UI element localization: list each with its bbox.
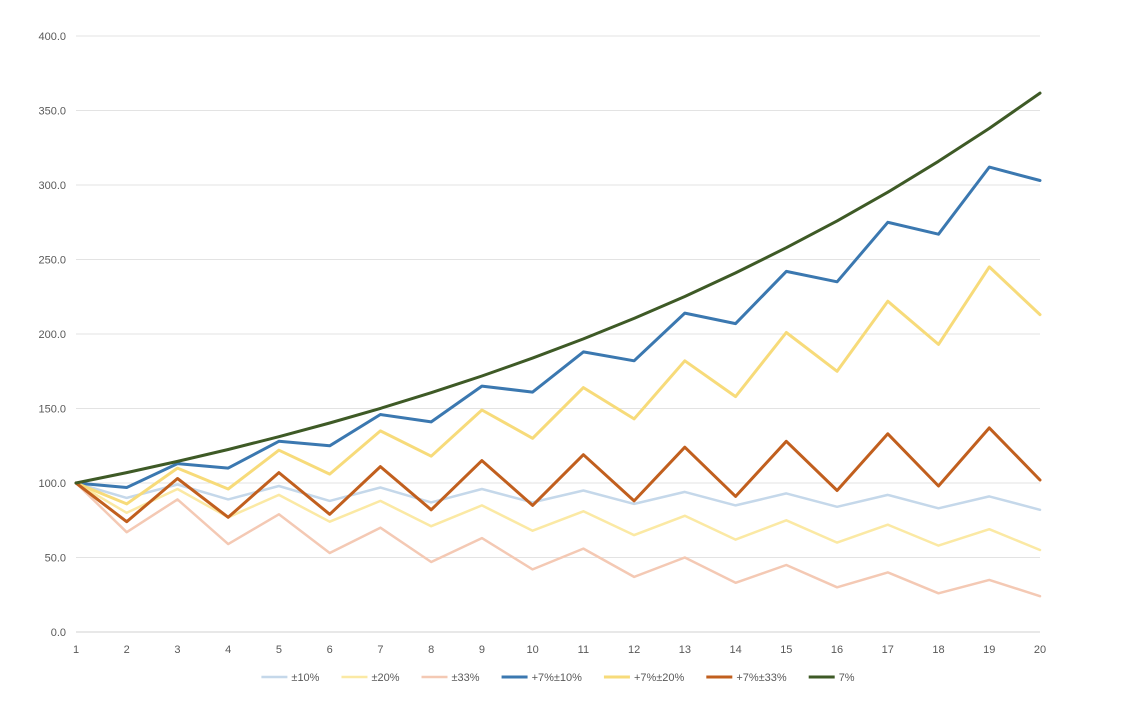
legend-item: +7%±33% (706, 672, 787, 684)
series-line-0 (74, 481, 1042, 512)
x-tick-label: 16 (831, 644, 843, 656)
y-tick-label: 250.0 (38, 255, 66, 267)
y-tick-label: 100.0 (38, 478, 66, 490)
legend-label: ±10% (291, 672, 319, 684)
x-tick-label: 3 (174, 644, 180, 656)
legend-item: ±33% (421, 672, 480, 684)
y-tick-label: 0.0 (51, 627, 66, 639)
y-tick-label: 150.0 (38, 404, 66, 416)
series-line-5 (74, 426, 1042, 524)
x-tick-label: 4 (225, 644, 231, 656)
legend-item: ±20% (341, 672, 400, 684)
series-line-3 (74, 165, 1042, 489)
x-tick-label: 10 (527, 644, 539, 656)
y-tick-label: 300.0 (38, 180, 66, 192)
y-tick-label: 200.0 (38, 329, 66, 341)
x-tick-label: 8 (428, 644, 434, 656)
legend-item: +7%±10% (501, 672, 583, 684)
x-tick-label: 15 (780, 644, 792, 656)
legend-label: 7% (839, 672, 855, 684)
x-axis-tick-labels: 1 2 3 4 5 6 7 8 9 10 11 12 13 14 15 16 17 18 19 20 (73, 644, 1046, 656)
x-tick-label: 18 (932, 644, 944, 656)
x-tick-label: 5 (276, 644, 282, 656)
legend-label: +7%±20% (634, 672, 685, 684)
x-tick-label: 14 (729, 644, 741, 656)
x-tick-label: 17 (882, 644, 894, 656)
legend-item: +7%±20% (603, 672, 685, 684)
y-tick-label: 50.0 (45, 553, 66, 565)
x-tick-label: 2 (124, 644, 130, 656)
legend-label: +7%±10% (532, 672, 583, 684)
series-lines (74, 91, 1042, 598)
x-tick-label: 19 (983, 644, 995, 656)
series-line-6 (74, 91, 1042, 485)
legend-label: +7%±33% (736, 672, 787, 684)
y-axis-tick-labels: 0.0 50.0 100.0 150.0 200.0 250.0 300.0 350.0 400… (38, 31, 66, 639)
x-tick-label: 6 (327, 644, 333, 656)
series-line-4 (74, 265, 1042, 506)
series-line-1 (74, 481, 1042, 552)
x-tick-label: 7 (377, 644, 383, 656)
x-tick-label: 12 (628, 644, 640, 656)
x-tick-label: 13 (679, 644, 691, 656)
legend-label: ±33% (452, 672, 480, 684)
series-line-2 (74, 481, 1042, 598)
legend-item: ±10% (261, 672, 320, 684)
x-tick-label: 1 (73, 644, 79, 656)
x-tick-label: 20 (1034, 644, 1046, 656)
x-tick-label: 9 (479, 644, 485, 656)
y-tick-label: 350.0 (38, 106, 66, 118)
legend-item: 7% (808, 672, 855, 684)
x-tick-label: 11 (578, 644, 589, 656)
y-tick-label: 400.0 (38, 31, 66, 43)
legend: ±10% ±20% ±33% +7%±10% +7%±20% +7%±33% 7% (261, 672, 855, 684)
legend-label: ±20% (371, 672, 399, 684)
